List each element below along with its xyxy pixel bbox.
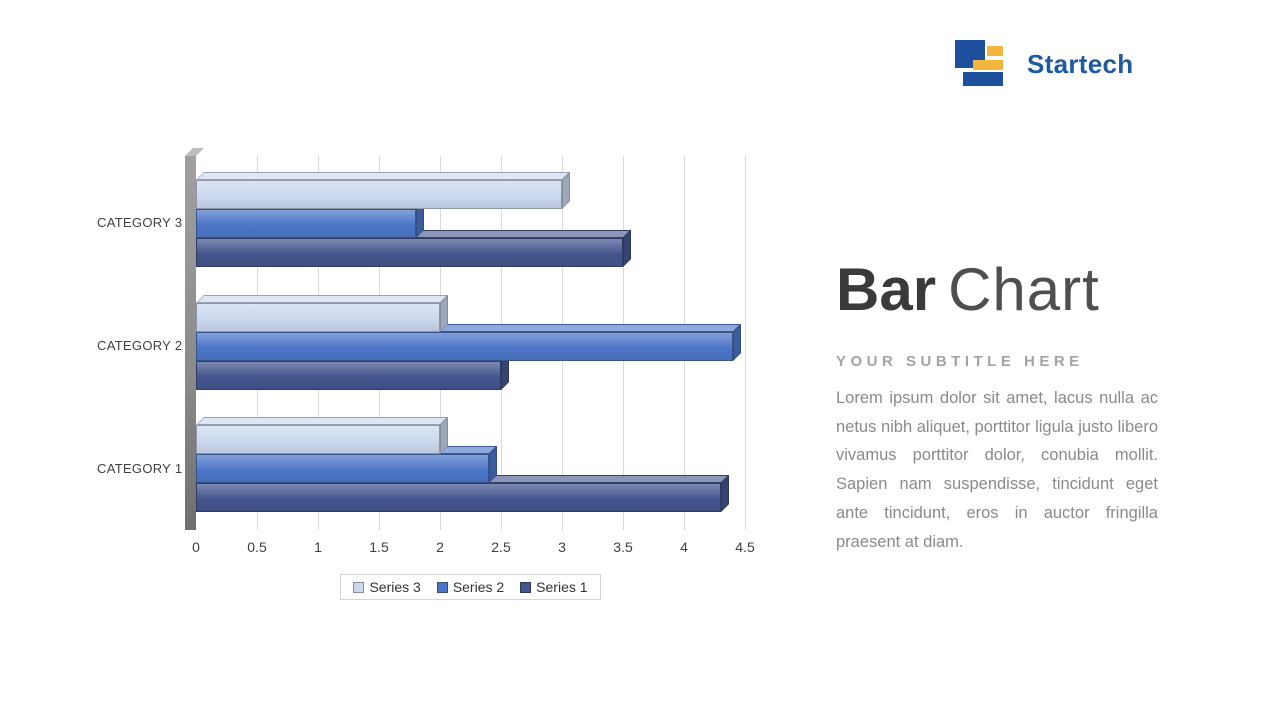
category-axis: CATEGORY 3 CATEGORY 2 CATEGORY 1: [97, 162, 185, 530]
logo-icon-block: [973, 60, 1003, 70]
bar-front-face: [196, 237, 623, 267]
body-text: Lorem ipsum dolor sit amet, lacus nulla …: [836, 389, 1158, 551]
bar-top-face: [196, 171, 570, 180]
bar-category-2-series-1: [196, 352, 509, 390]
bar-category-3-series-2: [196, 200, 424, 238]
subtitle: YOUR SUBTITLE HERE: [836, 353, 1084, 370]
bar-front-face: [196, 360, 501, 390]
bar-category-1-series-2: [196, 446, 497, 484]
bar-front-face: [196, 425, 440, 455]
bar-category-1-series-3: [196, 417, 448, 455]
logo-icon: [955, 40, 1003, 88]
x-tick-label: 3: [558, 539, 566, 555]
bar-chart: CATEGORY 3 CATEGORY 2 CATEGORY 1 0 0.5 1 1.5 2…: [97, 148, 777, 632]
legend-swatch: [436, 581, 448, 593]
legend-item-series-1: Series 1: [520, 579, 588, 595]
page-title: Bar Chart: [836, 258, 1158, 321]
x-tick-label: 3.5: [613, 539, 633, 555]
text-panel: Bar Chart YOUR SUBTITLE HERE Lorem ipsum …: [836, 258, 1158, 556]
x-tick-label: 1: [314, 539, 322, 555]
bar-category-1-series-1: [196, 475, 729, 513]
gridline: [745, 156, 746, 530]
logo-icon-block: [987, 46, 1003, 56]
bar-end-face: [720, 475, 729, 513]
category-label-category-3: CATEGORY 3: [97, 215, 183, 231]
legend-item-series-3: Series 3: [353, 579, 421, 595]
x-tick-label: 0: [192, 539, 200, 555]
x-tick-label: 2: [436, 539, 444, 555]
legend-label: Series 1: [536, 579, 588, 595]
bar-front-face: [196, 454, 489, 484]
bar-category-3-series-1: [196, 229, 631, 267]
x-tick-label: 1.5: [369, 539, 389, 555]
bar-end-face: [623, 229, 631, 267]
legend-label: Series 2: [452, 579, 505, 595]
bar-top-face: [196, 417, 448, 426]
x-tick-label: 4: [680, 539, 688, 555]
category-label-category-2: CATEGORY 2: [97, 338, 183, 353]
chart-wall: [185, 148, 204, 530]
logo: Startech: [955, 40, 1133, 88]
legend-swatch: [520, 581, 532, 593]
category-label-category-1: CATEGORY 1: [97, 460, 183, 476]
legend-item-series-2: Series 2: [436, 579, 505, 595]
bar-top-face: [196, 294, 448, 303]
plot-area: [185, 148, 746, 530]
legend-box: Series 3 Series 2 Series 1: [340, 574, 601, 600]
bar-front-face: [196, 179, 562, 209]
legend-swatch: [353, 581, 365, 593]
bar-front-face: [196, 208, 416, 238]
x-tick-label: 4.5: [735, 539, 755, 555]
bar-category-2-series-2: [196, 323, 741, 361]
legend-label: Series 3: [369, 579, 421, 595]
bar-front-face: [196, 483, 721, 513]
bar-category-3-series-3: [196, 171, 570, 209]
x-tick-label: 2.5: [491, 539, 511, 555]
bar-end-face: [732, 323, 741, 361]
logo-icon-block: [963, 72, 1003, 86]
bar-front-face: [196, 302, 440, 332]
chart-legend: Series 3 Series 2 Series 1: [196, 574, 745, 600]
x-tick-label: 0.5: [247, 539, 267, 555]
chart-wall-top: [185, 148, 204, 156]
bar-front-face: [196, 331, 733, 361]
bar-category-2-series-3: [196, 294, 448, 332]
title-bold: Bar: [836, 256, 937, 323]
title-light: Chart: [948, 256, 1100, 323]
x-axis-labels: 0 0.5 1 1.5 2 2.5 3 3.5 4 4.5: [192, 539, 755, 557]
bar-end-face: [562, 171, 570, 209]
brand-name: Startech: [1027, 48, 1134, 79]
